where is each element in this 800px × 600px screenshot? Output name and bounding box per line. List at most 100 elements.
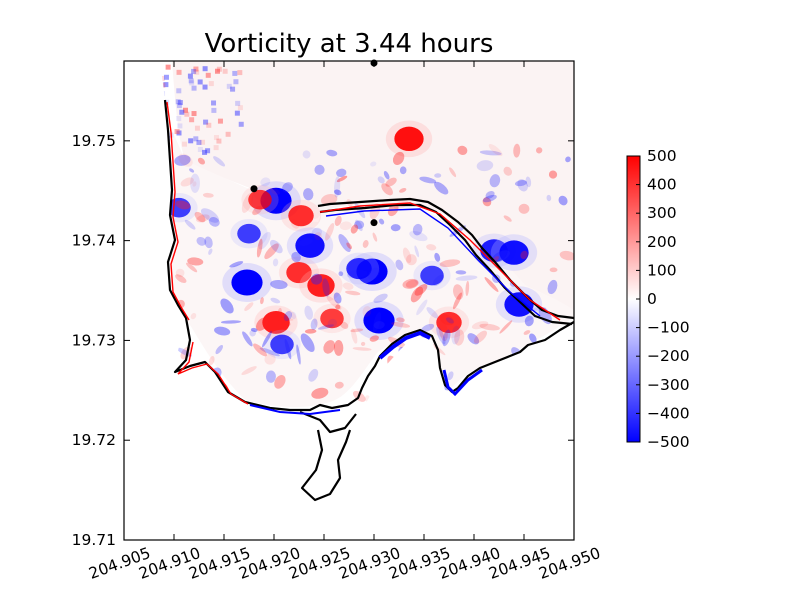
vorticity-filament	[471, 321, 489, 330]
vorticity-filament	[345, 290, 361, 296]
vorticity-cell	[189, 80, 195, 86]
vorticity-filament	[410, 286, 424, 303]
vorticity-cell	[230, 86, 236, 92]
vorticity-filament	[310, 273, 323, 285]
vorticity-cell	[225, 131, 231, 137]
vorticity-filament	[385, 177, 397, 187]
vorticity-filament	[377, 176, 385, 184]
vorticity-filament	[520, 250, 528, 260]
vorticity-filament	[491, 250, 510, 263]
vorticity-filament	[426, 307, 439, 319]
vorticity-filament	[302, 150, 311, 159]
vorticity-filament	[455, 270, 467, 275]
vorticity-filament	[304, 328, 317, 334]
vorticity-filament	[314, 164, 325, 175]
markers	[250, 59, 378, 227]
vorticity-filament	[457, 145, 468, 155]
vortex-core	[499, 240, 529, 265]
vorticity-filament	[175, 268, 185, 278]
vorticity-cell	[213, 135, 219, 141]
vorticity-filament	[300, 333, 315, 353]
vorticity-filament	[529, 333, 537, 343]
vorticity-filament	[197, 157, 206, 165]
vorticity-filament	[274, 375, 286, 389]
vorticity-filament	[178, 153, 193, 167]
vorticity-filament	[451, 325, 461, 345]
vorticity-filament	[283, 311, 293, 322]
vorticity-filament	[189, 168, 195, 173]
vorticity-filament	[273, 311, 278, 317]
vorticity-filament	[335, 304, 341, 310]
vorticity-cell	[176, 116, 182, 122]
vorticity-filament	[373, 293, 388, 304]
vorticity-filament	[503, 166, 513, 176]
vorticity-filament	[346, 269, 368, 279]
colorbar-tick-label: 300	[647, 204, 677, 222]
vortex-core	[346, 257, 372, 280]
vorticity-filament	[339, 221, 352, 231]
vortex-core	[420, 265, 444, 286]
vorticity-filament	[255, 317, 269, 331]
vorticity-filament	[184, 219, 196, 230]
vorticity-cell	[238, 121, 244, 127]
vorticity-filament	[220, 320, 242, 324]
vorticity-filament	[258, 231, 271, 250]
vorticity-filament	[390, 224, 401, 232]
vortex-core	[295, 233, 325, 258]
vorticity-filament	[270, 279, 288, 290]
vorticity-filament	[175, 274, 187, 283]
vorticity-filament	[192, 181, 197, 187]
vorticity-filament	[514, 180, 527, 187]
station-marker	[370, 219, 378, 227]
vorticity-filament	[381, 183, 393, 196]
vorticity-filament	[256, 238, 263, 258]
vorticity-filament	[281, 317, 294, 321]
vorticity-filament	[426, 244, 437, 251]
vorticity-filament	[473, 330, 487, 344]
vorticity-cell	[191, 68, 197, 74]
vorticity-filament	[264, 243, 279, 260]
vorticity-filament	[559, 250, 574, 261]
vorticity-filament	[414, 284, 428, 296]
vorticity-filament	[280, 317, 291, 327]
vorticity-filament	[414, 245, 420, 258]
vorticity-filament	[372, 312, 381, 333]
y-tick-label: 19.75	[72, 132, 116, 150]
vorticity-filament	[535, 147, 543, 154]
vortex-core	[270, 334, 294, 355]
vorticity-filament	[482, 194, 497, 203]
vorticity-filament	[202, 192, 214, 198]
vorticity-filament	[272, 258, 279, 267]
vorticity-cell	[234, 110, 240, 116]
colorbar-tick-label: −200	[647, 347, 690, 365]
vorticity-cell	[189, 117, 195, 123]
colorbar-tick-label: 0	[647, 290, 657, 308]
vorticity-filament	[352, 347, 372, 351]
vorticity-filament	[187, 257, 204, 266]
vortex-core	[307, 274, 335, 297]
offshore-water-field	[172, 61, 574, 312]
vorticity-filament	[439, 259, 461, 268]
vorticity-filament	[336, 175, 348, 183]
colorbar-tick-label: 200	[647, 233, 677, 251]
vorticity-filament	[354, 220, 365, 229]
vorticity-filament	[421, 323, 435, 332]
vorticity-filament	[304, 305, 314, 320]
vorticity-cell	[217, 118, 223, 124]
vorticity-filament	[442, 329, 451, 347]
y-tick-label: 19.72	[72, 431, 116, 449]
vorticity-filament	[447, 371, 454, 381]
vorticity-filament	[499, 320, 513, 334]
vorticity-filament	[351, 328, 358, 344]
colorbar-tick-label: −300	[647, 376, 690, 394]
vorticity-cell	[191, 85, 197, 91]
vortex-core	[286, 261, 312, 284]
vorticity-filament	[194, 211, 206, 223]
vorticity-cell	[177, 100, 183, 106]
vorticity-filament	[298, 238, 313, 246]
vorticity-filament	[485, 190, 495, 199]
vorticity-cell	[205, 148, 211, 154]
vorticity-filament	[320, 194, 338, 206]
vorticity-filament	[342, 282, 354, 290]
vorticity-filament	[524, 315, 534, 327]
